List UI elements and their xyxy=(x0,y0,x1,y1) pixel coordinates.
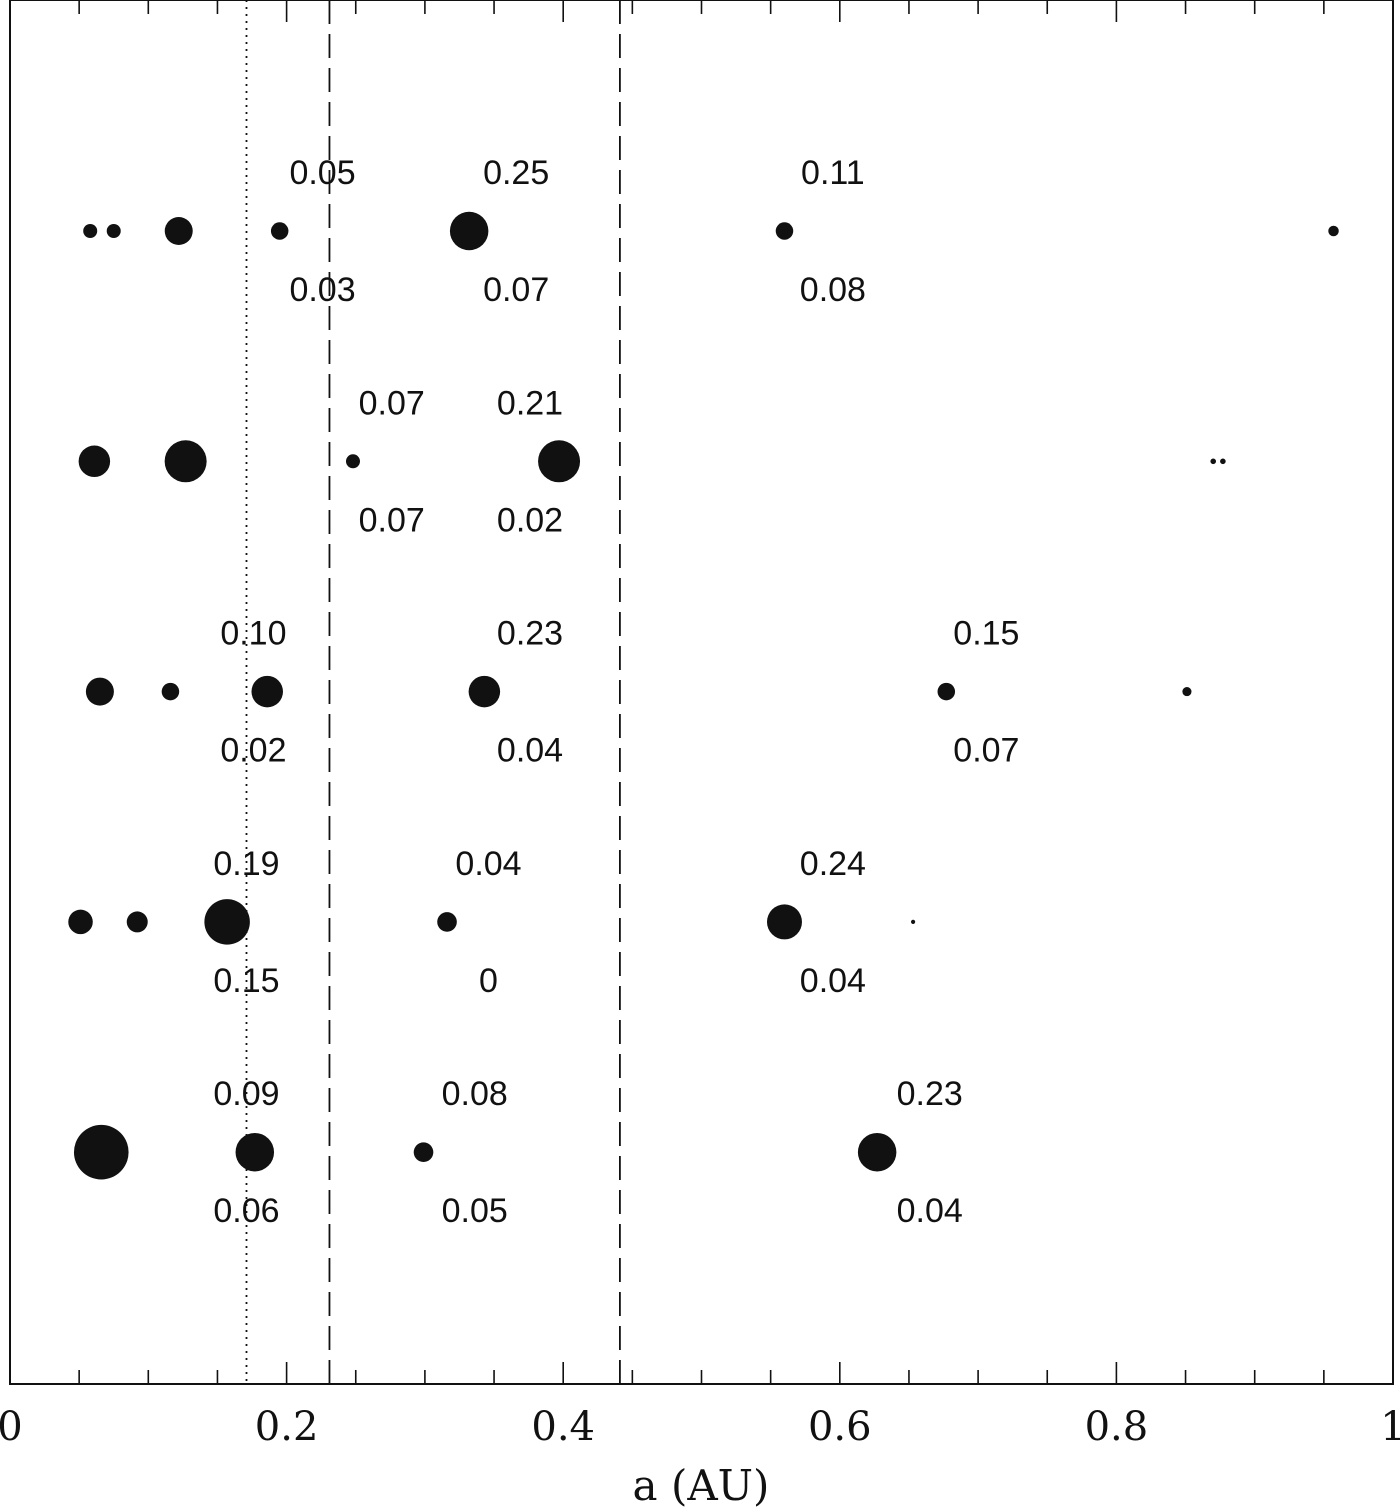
planet-marker xyxy=(1328,225,1339,237)
planet-marker xyxy=(468,675,501,708)
value-label-below: 0.04 xyxy=(897,1192,963,1230)
value-label-below: 0.04 xyxy=(800,962,866,1000)
planet-marker xyxy=(1182,687,1192,697)
planet-marker xyxy=(1220,458,1226,465)
planet-marker xyxy=(345,454,360,469)
planet-marker xyxy=(270,222,289,240)
planet-marker xyxy=(437,912,457,932)
planet-markers xyxy=(68,211,1339,1180)
x-tick-label: 0 xyxy=(0,1404,23,1450)
reference-lines xyxy=(245,0,621,1384)
planet-marker xyxy=(775,222,794,240)
value-labels: 0.05 0.03 0.25 0.07 0.11 0.08 0.07 0.07 0.21 0.02… xyxy=(213,154,1019,1230)
value-label-above: 0.23 xyxy=(897,1075,963,1113)
value-label-below: 0 xyxy=(479,962,498,1000)
value-label-above: 0.04 xyxy=(455,845,521,883)
value-label-above: 0.11 xyxy=(801,154,865,192)
value-label-above: 0.10 xyxy=(220,615,286,653)
value-label-below: 0.04 xyxy=(497,732,563,770)
planet-marker xyxy=(164,440,207,483)
planet-marker xyxy=(235,1132,275,1172)
value-label-below: 0.07 xyxy=(483,271,549,309)
x-tick-label: 1 xyxy=(1380,1404,1400,1450)
value-label-below: 0.15 xyxy=(213,962,279,1000)
planet-marker xyxy=(161,682,180,701)
value-label-above: 0.19 xyxy=(213,845,279,883)
value-label-below: 0.06 xyxy=(213,1192,279,1230)
planet-marker xyxy=(857,1132,897,1172)
planet-marker xyxy=(126,911,148,933)
planet-marker xyxy=(83,224,98,238)
planet-marker xyxy=(910,919,916,925)
planet-marker xyxy=(449,211,489,251)
value-label-below: 0.03 xyxy=(289,271,355,309)
planet-marker xyxy=(937,682,956,701)
x-tick-label: 0.2 xyxy=(255,1404,319,1450)
planet-marker xyxy=(204,899,250,945)
x-tick-labels: 0 0.2 0.4 0.6 0.8 1 xyxy=(0,1404,1400,1450)
value-label-below: 0.07 xyxy=(953,732,1019,770)
planet-marker xyxy=(78,445,111,478)
planet-marker xyxy=(85,677,114,706)
ticks xyxy=(9,0,1394,1384)
planet-marker xyxy=(251,675,283,708)
value-label-above: 0.24 xyxy=(800,845,866,883)
planet-marker xyxy=(1210,458,1217,465)
planet-marker xyxy=(68,909,93,935)
value-label-above: 0.09 xyxy=(213,1075,279,1113)
value-label-above: 0.21 xyxy=(497,384,563,422)
x-tick-label: 0.6 xyxy=(808,1404,872,1450)
value-label-below: 0.02 xyxy=(497,501,563,539)
value-label-below: 0.05 xyxy=(442,1192,508,1230)
value-label-above: 0.08 xyxy=(442,1075,508,1113)
value-label-above: 0.07 xyxy=(359,384,425,422)
x-axis-title: a (AU) xyxy=(633,1461,770,1510)
x-tick-label: 0.4 xyxy=(531,1404,595,1450)
planet-marker xyxy=(766,904,802,940)
planet-marker xyxy=(413,1142,434,1162)
planet-marker xyxy=(164,217,193,245)
x-tick-label: 0.8 xyxy=(1085,1404,1149,1450)
planet-marker xyxy=(106,224,121,238)
value-label-below: 0.02 xyxy=(220,732,286,770)
planet-marker xyxy=(73,1124,129,1180)
value-label-below: 0.07 xyxy=(359,501,425,539)
value-label-above: 0.25 xyxy=(483,154,549,192)
value-label-above: 0.15 xyxy=(953,615,1019,653)
value-label-below: 0.08 xyxy=(800,271,866,309)
value-label-above: 0.05 xyxy=(289,154,355,192)
value-label-above: 0.23 xyxy=(497,615,563,653)
planet-marker xyxy=(538,440,581,483)
